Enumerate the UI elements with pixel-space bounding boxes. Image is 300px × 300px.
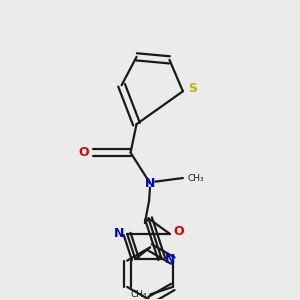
Text: CH₃: CH₃ — [188, 173, 204, 182]
Text: N: N — [145, 177, 155, 190]
Text: N: N — [165, 253, 175, 266]
Text: S: S — [188, 82, 197, 95]
Text: O: O — [173, 225, 184, 238]
Text: CH₃: CH₃ — [131, 290, 147, 299]
Text: O: O — [79, 146, 89, 159]
Text: N: N — [114, 227, 124, 240]
